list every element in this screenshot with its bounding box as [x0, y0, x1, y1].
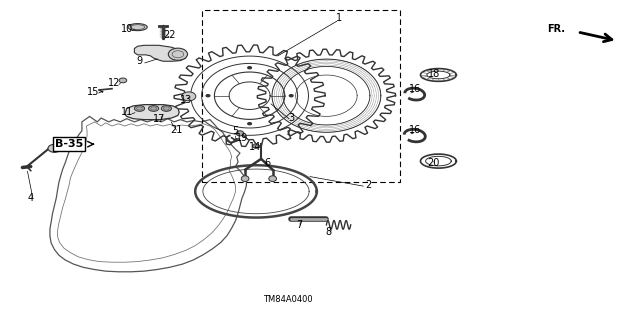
Bar: [202, 10, 400, 182]
Text: 3: 3: [288, 113, 294, 123]
Text: 16: 16: [408, 84, 421, 94]
Text: 10: 10: [120, 24, 133, 34]
Ellipse shape: [119, 78, 127, 83]
Text: 22: 22: [163, 30, 176, 40]
Text: 18: 18: [428, 69, 440, 79]
Ellipse shape: [241, 176, 249, 182]
Text: 14: 14: [248, 142, 261, 152]
Ellipse shape: [148, 106, 159, 111]
Text: 21: 21: [170, 125, 182, 135]
Ellipse shape: [253, 144, 259, 148]
Polygon shape: [125, 105, 179, 120]
Ellipse shape: [134, 106, 145, 111]
Ellipse shape: [205, 94, 211, 97]
Text: 4: 4: [28, 193, 34, 204]
Ellipse shape: [182, 92, 196, 101]
Ellipse shape: [289, 94, 294, 97]
Ellipse shape: [247, 122, 252, 125]
Text: 17: 17: [152, 114, 165, 124]
Text: 2: 2: [365, 180, 371, 190]
Text: 12: 12: [108, 78, 120, 88]
Text: 5: 5: [232, 126, 239, 136]
Text: 19: 19: [236, 133, 248, 143]
Text: 7: 7: [296, 220, 303, 230]
Text: 1: 1: [336, 12, 342, 23]
Ellipse shape: [236, 131, 244, 136]
Ellipse shape: [48, 144, 61, 152]
Text: 13: 13: [179, 94, 192, 105]
Ellipse shape: [128, 24, 147, 31]
Text: 9: 9: [136, 56, 143, 66]
Ellipse shape: [247, 66, 252, 70]
Text: 11: 11: [120, 107, 133, 117]
Polygon shape: [134, 45, 186, 61]
Ellipse shape: [161, 106, 172, 111]
Ellipse shape: [269, 176, 276, 182]
Text: TM84A0400: TM84A0400: [263, 295, 313, 304]
Text: 20: 20: [428, 158, 440, 168]
Text: B-35: B-35: [55, 139, 83, 149]
Text: 15: 15: [86, 87, 99, 97]
Text: 16: 16: [408, 125, 421, 135]
Text: FR.: FR.: [547, 24, 565, 34]
Text: 8: 8: [325, 227, 332, 237]
Text: 6: 6: [264, 158, 271, 168]
Ellipse shape: [168, 48, 188, 60]
